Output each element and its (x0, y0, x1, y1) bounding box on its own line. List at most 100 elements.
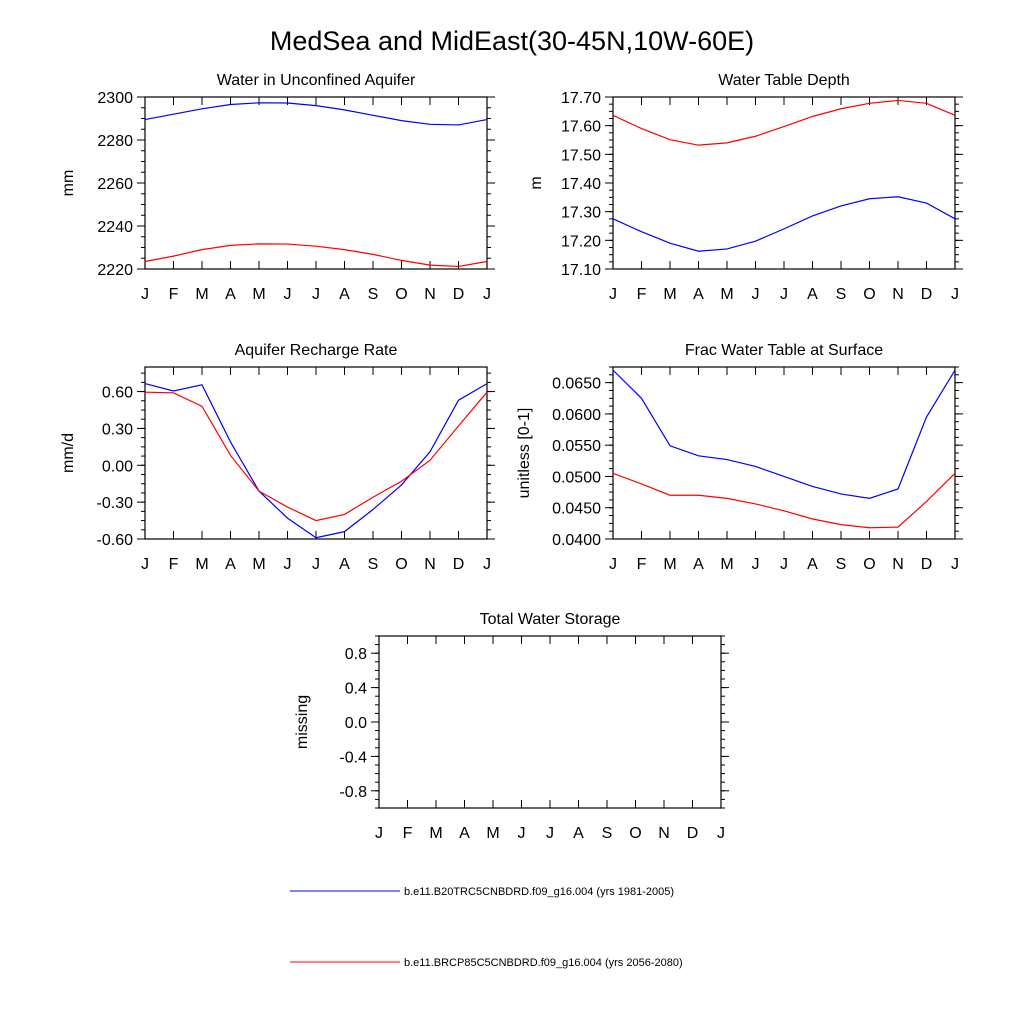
x-tick-label: J (752, 286, 760, 303)
x-tick-label: J (483, 286, 491, 303)
y-tick-label: -0.30 (97, 495, 134, 512)
x-tick-label: J (312, 556, 320, 573)
x-tick-label: A (339, 556, 350, 573)
x-tick-label: A (693, 286, 704, 303)
panel-title: Water in Unconfined Aquifer (217, 72, 416, 89)
legend: b.e11.B20TRC5CNBDRD.f09_g16.004 (yrs 198… (290, 886, 683, 969)
x-tick-label: A (807, 286, 818, 303)
x-tick-label: O (863, 556, 875, 573)
x-tick-label: S (836, 286, 847, 303)
series-line-0 (612, 369, 956, 499)
x-tick-label: M (663, 286, 676, 303)
x-tick-label: O (863, 286, 875, 303)
series-line-0 (612, 196, 956, 252)
x-tick-label: A (225, 286, 236, 303)
series-line-0 (144, 383, 488, 539)
x-tick-label: J (780, 556, 788, 573)
x-tick-label: F (403, 825, 413, 842)
plot-frame (378, 635, 722, 809)
series-line-1 (612, 472, 956, 529)
x-tick-label: A (573, 825, 584, 842)
x-tick-label: J (483, 556, 491, 573)
panel-title: Frac Water Table at Surface (685, 342, 883, 359)
panel-title: Water Table Depth (718, 72, 850, 89)
x-tick-label: J (609, 286, 617, 303)
x-tick-label: J (752, 556, 760, 573)
series-line-0 (144, 102, 488, 126)
x-tick-label: S (836, 556, 847, 573)
y-tick-label: 0.8 (345, 646, 367, 663)
x-tick-label: A (339, 286, 350, 303)
y-tick-label: 17.10 (561, 262, 601, 279)
x-tick-label: J (609, 556, 617, 573)
y-tick-label: 0.00 (102, 458, 133, 475)
x-tick-label: M (663, 556, 676, 573)
y-tick-label: 2260 (97, 176, 133, 193)
x-tick-label: M (720, 556, 733, 573)
y-tick-label: -0.4 (339, 749, 367, 766)
x-tick-label: M (720, 286, 733, 303)
x-tick-label: O (629, 825, 641, 842)
y-tick-label: 0.0500 (552, 469, 601, 486)
x-tick-label: M (486, 825, 499, 842)
panel-title: Total Water Storage (480, 611, 621, 628)
figure-title: MedSea and MidEast(30-45N,10W-60E) (270, 26, 754, 56)
panel-title: Aquifer Recharge Rate (235, 342, 398, 359)
series-line-1 (144, 243, 488, 268)
x-tick-label: M (195, 556, 208, 573)
x-tick-label: F (637, 286, 647, 303)
x-tick-label: J (951, 556, 959, 573)
x-tick-label: J (284, 286, 292, 303)
panel-frac-water-table-surface: Frac Water Table at Surface unitless [0-1… (516, 342, 963, 573)
y-tick-label: 17.70 (561, 90, 601, 107)
x-tick-label: N (892, 556, 904, 573)
x-tick-label: F (169, 286, 179, 303)
series-line-1 (144, 391, 488, 522)
x-tick-label: J (546, 825, 554, 842)
y-tick-label: 17.30 (561, 205, 601, 222)
x-tick-label: D (453, 286, 465, 303)
x-tick-label: J (717, 825, 725, 842)
x-tick-label: J (312, 286, 320, 303)
x-tick-label: M (195, 286, 208, 303)
y-axis-label: missing (294, 695, 311, 749)
y-tick-label: 0.0400 (552, 532, 601, 549)
y-axis-label: m (528, 176, 545, 189)
x-tick-label: J (284, 556, 292, 573)
x-tick-label: J (951, 286, 959, 303)
y-tick-label: 0.60 (102, 385, 133, 402)
y-axis-label: unitless [0-1] (516, 408, 533, 499)
y-tick-label: 0.0650 (552, 376, 601, 393)
y-tick-label: 2300 (97, 90, 133, 107)
x-tick-label: J (375, 825, 383, 842)
x-tick-label: N (892, 286, 904, 303)
x-tick-label: A (459, 825, 470, 842)
x-tick-label: O (395, 286, 407, 303)
x-tick-label: S (368, 286, 379, 303)
y-tick-label: 17.20 (561, 233, 601, 250)
legend-label-1: b.e11.BRCP85C5CNBDRD.f09_g16.004 (yrs 20… (404, 957, 683, 969)
x-tick-label: F (637, 556, 647, 573)
y-tick-label: -0.8 (339, 784, 367, 801)
y-tick-label: 17.40 (561, 176, 601, 193)
y-tick-label: -0.60 (97, 532, 134, 549)
x-tick-label: M (429, 825, 442, 842)
series-line-1 (612, 99, 956, 146)
x-tick-label: A (807, 556, 818, 573)
y-tick-label: 2280 (97, 133, 133, 150)
y-axis-label: mm/d (60, 433, 77, 473)
x-tick-label: D (921, 286, 933, 303)
x-tick-label: F (169, 556, 179, 573)
x-tick-label: A (225, 556, 236, 573)
y-tick-label: 0.30 (102, 421, 133, 438)
x-tick-label: S (368, 556, 379, 573)
x-tick-label: S (602, 825, 613, 842)
x-tick-label: D (921, 556, 933, 573)
x-tick-label: J (141, 286, 149, 303)
y-tick-label: 2240 (97, 219, 133, 236)
x-tick-label: N (424, 286, 436, 303)
plot-frame (144, 96, 488, 270)
x-tick-label: D (687, 825, 699, 842)
